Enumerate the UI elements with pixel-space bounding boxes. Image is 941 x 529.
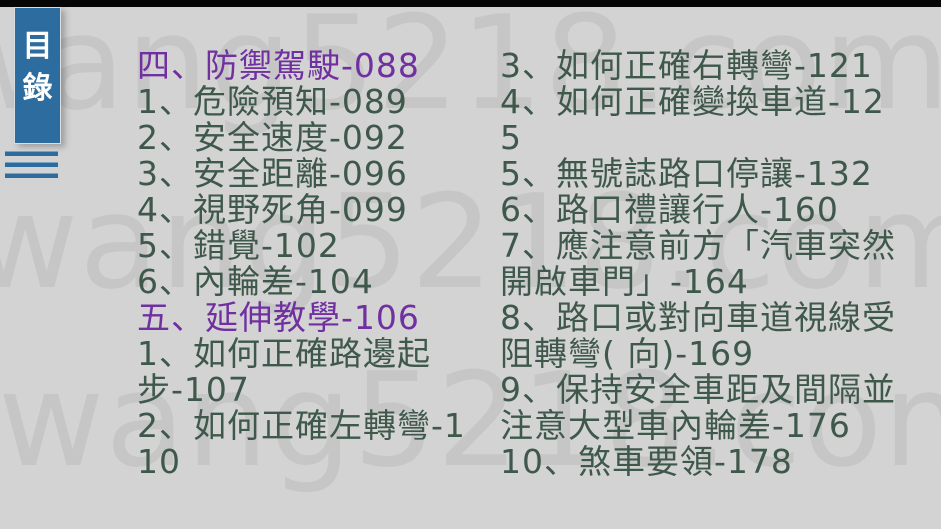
toc-section-header: 五、延伸教學-106 (137, 298, 420, 337)
watermark-text: wang5218.com (0, 344, 941, 496)
toc-title-char: 目 (22, 29, 53, 64)
toc-item: 5、無號誌路口停讓-132 (500, 154, 873, 193)
top-letterbox-bar (0, 0, 941, 7)
toc-section-header: 四、防禦駕駛-088 (137, 46, 420, 85)
toc-column-left: 四、防禦駕駛-088 1、危險預知-089 2、安全速度-092 3、安全距離-096… (137, 48, 467, 480)
toc-item: 3、安全距離-096 (137, 154, 408, 193)
decoration-line (5, 162, 58, 167)
toc-item: 4、視野死角-099 (137, 190, 408, 229)
toc-item: 2、如何正確左轉彎-110 (137, 406, 466, 481)
toc-item: 8、路口或對向車道視線受阻轉彎( 向)-169 (500, 298, 896, 373)
toc-item: 1、如何正確路邊起步-107 (137, 334, 431, 409)
toc-item: 6、路口禮讓行人-160 (500, 190, 839, 229)
decoration-line (5, 151, 58, 156)
toc-sidebar-tab: 目 錄 (14, 7, 61, 144)
toc-item: 9、保持安全車距及間隔並注意大型車內輪差-176 (500, 370, 896, 445)
toc-item: 3、如何正確右轉彎-121 (500, 46, 873, 85)
toc-item: 2、安全速度-092 (137, 118, 408, 157)
toc-item: 1、危險預知-089 (137, 82, 408, 121)
toc-column-right: 3、如何正確右轉彎-121 4、如何正確變換車道-125 5、無號誌路口停讓-132… (500, 48, 902, 480)
toc-title-char: 錄 (22, 71, 53, 106)
watermark-text: wang5218.com (0, 0, 941, 139)
watermark-text: wang5218.com (0, 166, 941, 318)
sidebar-decoration-lines (5, 151, 58, 178)
decoration-line (5, 173, 58, 178)
toc-item: 4、如何正確變換車道-125 (500, 82, 885, 157)
toc-item: 10、煞車要領-178 (500, 442, 793, 481)
toc-item: 6、內輪差-104 (137, 262, 374, 301)
toc-item: 5、錯覺-102 (137, 226, 340, 265)
toc-item: 7、應注意前方「汽車突然開啟車門」-164 (500, 226, 896, 301)
